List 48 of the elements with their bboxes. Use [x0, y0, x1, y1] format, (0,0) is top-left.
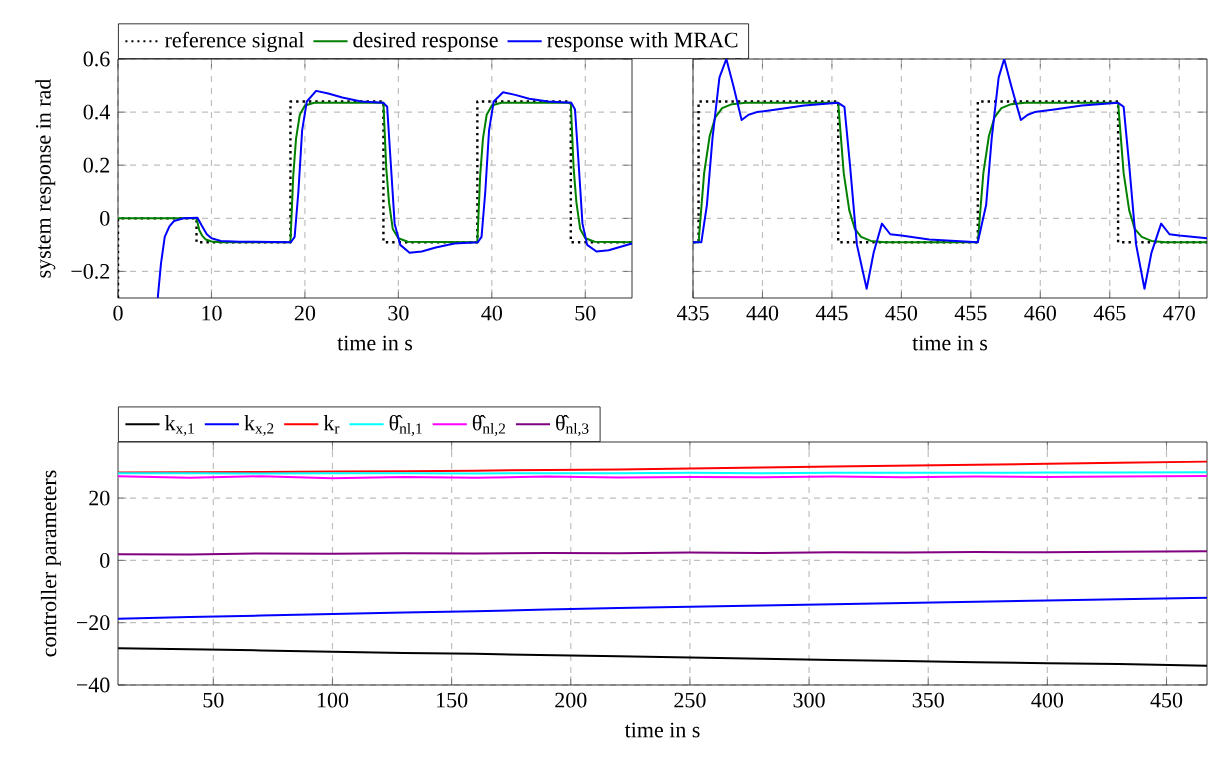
x-axis-title: time in s	[337, 335, 413, 351]
legend-label: θ̂$_{nl,1}$	[389, 414, 422, 436]
x-tick-label: 470	[1163, 305, 1195, 321]
y-tick-label: −0.2	[71, 263, 110, 279]
x-tick-label: 100	[317, 692, 349, 708]
y-tick-label: 0.6	[83, 51, 110, 67]
x-axis-title: time in s	[912, 335, 988, 351]
x-tick-label: 450	[1150, 692, 1183, 708]
y-tick-label: 0.4	[83, 104, 110, 120]
legend-label: k$_{x,2}$	[244, 414, 274, 436]
x-tick-label: 400	[1031, 692, 1064, 708]
x-tick-label: 450	[885, 305, 918, 321]
y-tick-label: −40	[76, 677, 110, 693]
legend-label: θ̂$_{nl,3}$	[556, 414, 589, 436]
x-tick-label: 30	[388, 305, 409, 321]
x-tick-label: 20	[294, 305, 316, 321]
legend-label: k$_{r}$	[323, 414, 340, 434]
x-tick-label: 350	[912, 692, 944, 708]
x-tick-label: 150	[437, 692, 468, 708]
x-tick-label: 200	[555, 692, 587, 708]
y-tick-label: −20	[76, 615, 110, 631]
x-tick-label: 40	[481, 305, 502, 321]
line-series	[118, 596, 1208, 620]
x-tick-label: 50	[575, 305, 596, 321]
y-tick-label: 0	[100, 552, 110, 568]
x-tick-label: 445	[815, 305, 848, 321]
x-tick-label: 10	[202, 305, 222, 321]
x-tick-label: 460	[1024, 305, 1056, 321]
legend-label: k$_{x,1}$	[164, 414, 194, 436]
x-tick-label: 465	[1093, 305, 1126, 321]
y-tick-label: 0.2	[83, 157, 110, 173]
legend-label: reference signal	[164, 31, 304, 53]
legend-label: θ̂$_{nl,2}$	[472, 414, 506, 436]
x-axis-title: time in s	[624, 722, 700, 738]
x-tick-label: 250	[674, 692, 706, 708]
legend-label: response with MRAC	[547, 31, 738, 52]
y-tick-label: 0	[100, 210, 110, 226]
x-tick-label: 440	[746, 305, 779, 321]
y-axis-title: system response in rad	[35, 78, 56, 278]
x-tick-label: 435	[676, 305, 709, 321]
x-tick-label: 0	[113, 305, 123, 321]
x-tick-label: 50	[203, 692, 224, 708]
y-tick-label: 20	[89, 490, 110, 506]
legend-label: desired response	[353, 31, 498, 52]
x-tick-label: 300	[793, 692, 825, 708]
x-tick-label: 455	[954, 305, 987, 321]
line-series	[118, 101, 633, 244]
y-axis-title: controller parameters	[40, 470, 61, 657]
